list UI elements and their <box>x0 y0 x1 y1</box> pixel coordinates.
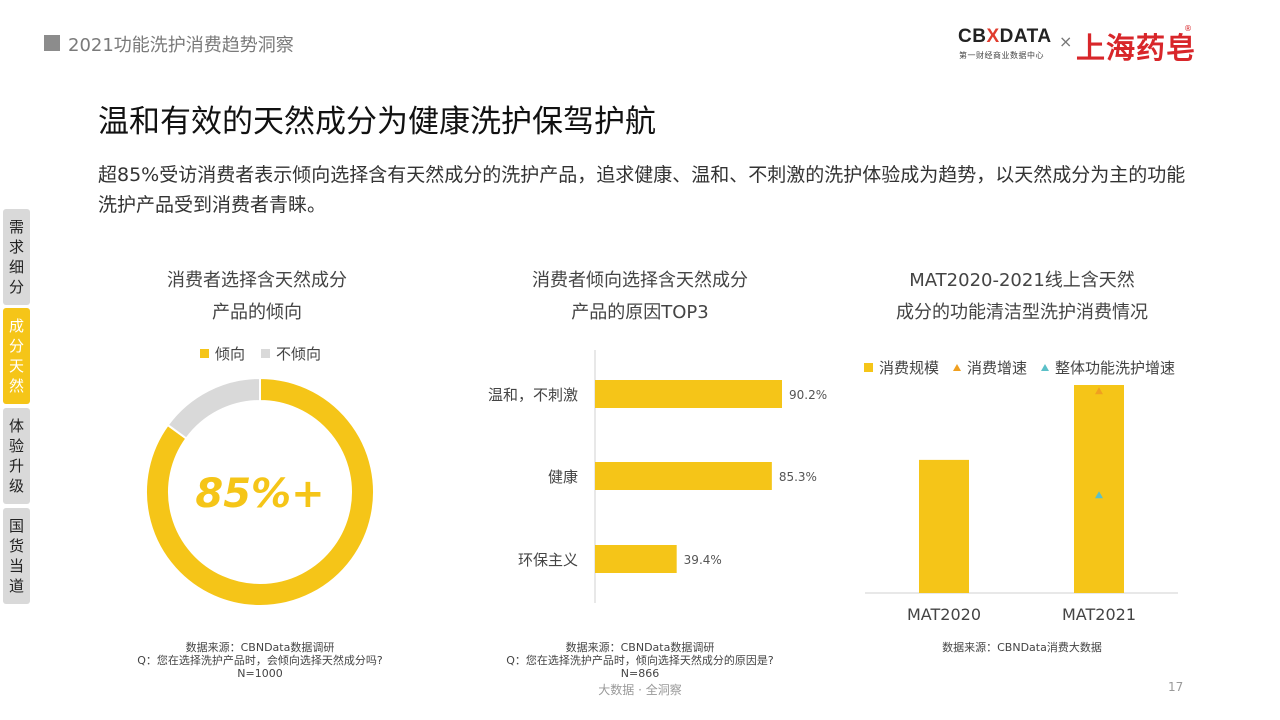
chart2-source: 数据来源：CBNData数据调研 <box>565 641 715 654</box>
donut-slice-0 <box>145 376 375 607</box>
chart2-sample: N=866 <box>620 667 660 680</box>
donut-chart: 85%+ <box>145 376 375 607</box>
vbar-category-label: MAT2020 <box>907 605 981 624</box>
chart2-question: Q：您在选择洗护产品时，倾向选择天然成分的原因是? <box>506 654 774 667</box>
partner-logo: 上海药皂 <box>1076 31 1197 65</box>
hbar-bar-1 <box>595 462 772 490</box>
vbar-bar-0 <box>919 459 969 593</box>
cbndata-logo: CBXDATA <box>958 26 1052 47</box>
donut-center-label: 85%+ <box>195 471 324 517</box>
chart3-source: 数据来源：CBNData消费大数据 <box>942 641 1102 654</box>
chart1-title-line1: 消费者选择含天然成分 <box>167 270 347 291</box>
hbar-value-label: 85.3% <box>779 470 817 484</box>
chart1-title-line2: 产品的倾向 <box>212 302 302 323</box>
header-square-icon <box>44 35 60 51</box>
chart2-title-line1: 消费者倾向选择含天然成分 <box>532 270 748 291</box>
chart3-title-line1: MAT2020-2021线上含天然 <box>909 270 1135 291</box>
hbar-value-label: 90.2% <box>789 388 827 402</box>
hbar-value-label: 39.4% <box>684 553 722 567</box>
side-tab-natural[interactable]: 成分天然 <box>3 308 30 404</box>
hbar-category-label: 健康 <box>548 468 578 486</box>
chart1-footnote: 数据来源：CBNData数据调研 Q：您在选择洗护产品时，会倾向选择天然成分吗?… <box>110 641 410 680</box>
report-title: 2021功能洗护消费趋势洞察 <box>68 35 294 56</box>
vbar-category-label: MAT2021 <box>1062 605 1136 624</box>
vbar-chart: MAT2020 MAT2021 <box>865 385 1178 624</box>
side-tab-label: 成分天然 <box>8 317 24 395</box>
chart1-legend: 倾向 不倾向 <box>200 343 321 364</box>
hbar-bar-0 <box>595 380 782 408</box>
registered-mark: ® <box>1184 24 1192 33</box>
side-tab-label: 需求细分 <box>8 218 24 296</box>
chart1-question: Q：您在选择洗护产品时，会倾向选择天然成分吗? <box>137 654 383 667</box>
logo-times: × <box>1059 32 1073 51</box>
chart3-title-line2: 成分的功能清洁型洗护消费情况 <box>896 302 1148 323</box>
chart1-title: 消费者选择含天然成分 产品的倾向 <box>117 265 397 329</box>
side-tab-label: 国货当道 <box>8 517 24 595</box>
legend-triangle-overall-icon <box>1041 364 1050 371</box>
chart2-title: 消费者倾向选择含天然成分 产品的原因TOP3 <box>500 265 780 329</box>
page-title: 温和有效的天然成分为健康洗护保驾护航 <box>98 104 656 140</box>
chart1-sample: N=1000 <box>237 667 283 680</box>
vbar-bar-1 <box>1074 385 1124 593</box>
legend-label-scale: 消费规模 <box>879 359 940 377</box>
logo: CBXDATA 第一财经商业数据中心 × 上海药皂 ® <box>958 24 1198 65</box>
legend-swatch-scale <box>864 363 873 372</box>
legend-swatch-no <box>261 349 271 358</box>
side-tab-domestic[interactable]: 国货当道 <box>3 508 30 604</box>
chart2-title-line2: 产品的原因TOP3 <box>571 302 709 323</box>
chart1-source: 数据来源：CBNData数据调研 <box>185 641 335 654</box>
legend-label-overall: 整体功能洗护增速 <box>1055 359 1176 377</box>
chart3-footnote: 数据来源：CBNData消费大数据 <box>872 641 1172 654</box>
page-number: 17 <box>1168 680 1184 694</box>
hbar-category-label: 温和，不刺激 <box>488 386 578 404</box>
legend-label-no: 不倾向 <box>276 345 322 363</box>
footer-tagline: 大数据 · 全洞察 <box>598 683 682 697</box>
hbar-chart: 温和，不刺激 90.2% 健康 85.3% 环保主义 39.4% <box>488 350 827 603</box>
hbar-category-label: 环保主义 <box>518 551 578 569</box>
legend-label-growth: 消费增速 <box>967 359 1028 377</box>
legend-label-yes: 倾向 <box>215 345 246 363</box>
side-tab-demand[interactable]: 需求细分 <box>3 209 30 305</box>
chart2-footnote: 数据来源：CBNData数据调研 Q：您在选择洗护产品时，倾向选择天然成分的原因… <box>470 641 810 680</box>
side-tab-label: 体验升级 <box>8 417 24 495</box>
side-tab-experience[interactable]: 体验升级 <box>3 408 30 504</box>
chart3-title: MAT2020-2021线上含天然 成分的功能清洁型洗护消费情况 <box>872 265 1172 329</box>
donut-slice-1 <box>166 376 261 440</box>
hbar-bar-2 <box>595 545 677 573</box>
legend-triangle-growth-icon <box>953 364 962 371</box>
cbndata-tagline: 第一财经商业数据中心 <box>959 51 1044 60</box>
legend-swatch-yes <box>200 349 209 358</box>
vbar-triangle-marker <box>1095 387 1103 395</box>
chart3-legend: 消费规模 消费增速 整体功能洗护增速 <box>864 357 1175 378</box>
page-description: 超85%受访消费者表示倾向选择含有天然成分的洗护产品，追求健康、温和、不刺激的洗… <box>98 164 1186 216</box>
vbar-triangle-marker <box>1095 491 1103 499</box>
